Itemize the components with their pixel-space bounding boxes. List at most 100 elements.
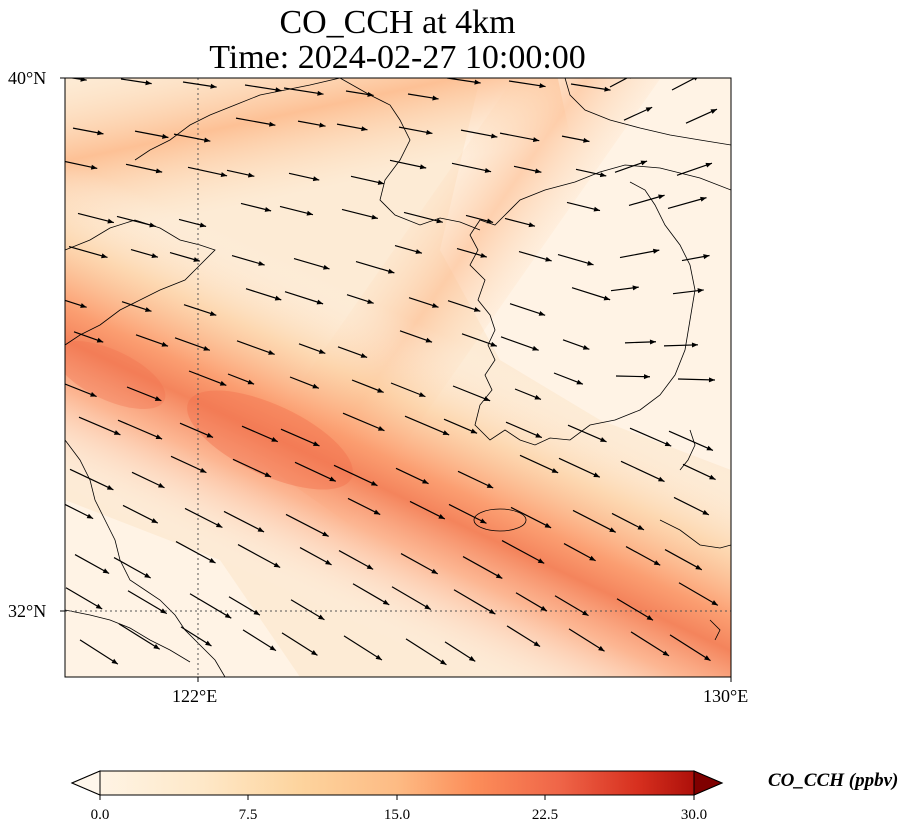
wind-arrow [288, 172, 320, 182]
lat-label-32N: 32°N [8, 601, 47, 621]
colorbar-title: CO_CCH (ppbv) [768, 770, 899, 791]
map-title-line1: CO_CCH at 4km [279, 4, 516, 41]
wind-arrow [68, 245, 108, 259]
wind-arrow [501, 540, 545, 564]
wind-arrow [500, 336, 539, 351]
wind-arrow [73, 331, 104, 343]
wind-arrow [628, 194, 665, 207]
wind-arrow [78, 416, 121, 436]
wind-arrow [227, 373, 255, 385]
wind-arrow [444, 641, 476, 662]
wind-arrow [245, 288, 282, 301]
wind-arrow [629, 427, 672, 447]
wind-arrow [178, 218, 207, 228]
wind-arrow [223, 510, 265, 533]
colorbar-tick-2: 15.0 [383, 807, 411, 823]
wind-arrow [553, 372, 584, 385]
wind-arrow [677, 377, 716, 383]
wind-arrow [400, 553, 439, 575]
colorbar-tick-4: 30.0 [680, 807, 708, 823]
wind-arrow [77, 212, 114, 224]
wind-arrow [451, 162, 492, 173]
wind-arrow [519, 454, 559, 474]
wind-arrow [558, 457, 601, 478]
wind-arrow [69, 468, 114, 491]
wind-arrow [390, 382, 426, 398]
wind-arrow [508, 80, 546, 89]
wind-arrow [663, 342, 699, 348]
wind-arrow [615, 374, 651, 380]
wind-arrow [575, 168, 607, 178]
wind-arrow [65, 503, 94, 520]
wind-arrow [614, 160, 648, 173]
wind-arrow [462, 556, 503, 579]
wind-arrow [294, 461, 337, 482]
wind-arrow [391, 586, 432, 610]
wind-arrow [169, 251, 200, 262]
wind-arrow [240, 202, 272, 212]
wind-arrow [408, 297, 439, 308]
wind-arrow [179, 422, 214, 438]
lon-label-130E: 130°E [703, 686, 749, 706]
wind-arrow [183, 304, 217, 316]
wind-arrow [682, 463, 716, 481]
wind-arrow [619, 248, 660, 259]
wind-arrow [399, 330, 433, 343]
wind-arrow [122, 504, 159, 524]
wind-arrow [620, 460, 665, 483]
wind-arrow [280, 428, 320, 447]
wind-arrow [284, 291, 324, 305]
wind-arrow [236, 340, 275, 355]
wind-arrow [180, 626, 212, 647]
wind-arrow [173, 133, 211, 143]
wind-arrow [389, 159, 427, 170]
concentration-field [65, 78, 731, 677]
wind-arrow [685, 108, 718, 124]
wind-arrow [676, 162, 713, 176]
wind-arrow [669, 634, 711, 662]
wind-arrow [452, 385, 491, 402]
wind-arrow [341, 208, 379, 220]
wind-arrow [404, 415, 450, 436]
wind-arrow [235, 117, 276, 127]
wind-arrow [447, 300, 481, 312]
wind-arrow [127, 590, 168, 615]
wind-arrow [673, 496, 710, 516]
wind-arrow [188, 370, 227, 386]
wind-arrow [283, 87, 324, 96]
wind-arrow [289, 376, 320, 389]
wind-arrow [232, 458, 272, 478]
wind-arrow [681, 254, 710, 262]
wind-arrow [299, 547, 332, 566]
wind-arrow [189, 593, 232, 619]
wind-arrow [509, 303, 546, 316]
wind-arrow [65, 587, 103, 610]
wind-arrow [297, 120, 326, 128]
wind-arrow [557, 253, 594, 266]
wind-arrow [668, 430, 714, 451]
wind-arrow [405, 638, 447, 666]
wind-arrow [446, 78, 481, 85]
wind-arrow [567, 424, 607, 443]
wind-arrow [337, 346, 368, 359]
colorbar-tick-1: 7.5 [238, 807, 258, 823]
wind-arrow [244, 84, 282, 93]
colorbar-tick-0: 0.0 [90, 807, 110, 823]
wind-arrow [346, 294, 374, 304]
wind-arrow [443, 418, 478, 434]
wind-arrow [518, 250, 552, 262]
wind-arrow [395, 467, 429, 485]
wind-arrow [514, 388, 542, 400]
wind-arrow [345, 90, 374, 97]
wind-arrow [72, 127, 104, 136]
wind-arrow [293, 257, 330, 270]
wind-arrow [499, 132, 540, 143]
coastline [65, 78, 731, 677]
wind-arrow [65, 160, 98, 170]
wind-arrow [350, 175, 385, 185]
wind-arrow [554, 595, 589, 617]
wind-arrow [134, 130, 169, 139]
wind-vectors [65, 78, 719, 666]
wind-arrow [285, 513, 329, 537]
wind-arrow [126, 386, 162, 402]
